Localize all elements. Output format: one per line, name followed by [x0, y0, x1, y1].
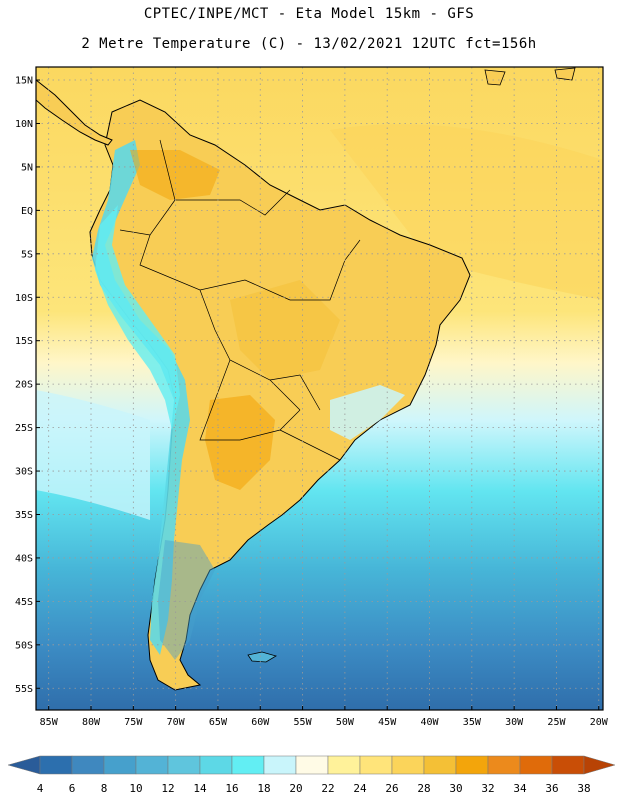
colorbar-swatch — [391, 755, 425, 775]
latitude-tick-label: 55S — [15, 684, 33, 695]
latitude-tick-label: 10N — [15, 119, 33, 130]
colorbar-value-label: 28 — [417, 782, 430, 795]
colorbar-max-arrow — [583, 755, 616, 775]
colorbar-value-label: 32 — [481, 782, 494, 795]
andes-cold-core — [95, 205, 180, 430]
southeast-coast-cool — [330, 385, 405, 440]
latitude-tick-label: 30S — [15, 467, 33, 478]
map-title-line-2: 2 Metre Temperature (C) - 13/02/2021 12U… — [81, 36, 537, 52]
country-borders — [119, 139, 361, 461]
map-frame — [35, 66, 604, 711]
longitude-tick-label: 65W — [209, 717, 228, 728]
latitude-tick-label: EQ — [21, 206, 33, 217]
colorbar-value-label: 36 — [545, 782, 558, 795]
colorbar-value-label: 14 — [193, 782, 207, 795]
falkland-islands — [247, 651, 277, 663]
map-title-line-1: CPTEC/INPE/MCT - Eta Model 15km - GFS — [143, 6, 475, 22]
central-america-landmass — [36, 79, 113, 146]
colorbar-swatch — [103, 755, 137, 775]
latitude-tick-label: 10S — [15, 293, 33, 304]
patagonia-cool-field — [158, 540, 215, 660]
longitude-tick-label: 35W — [463, 717, 482, 728]
colorbar-value-label: 6 — [69, 782, 76, 795]
temperature-field-details — [36, 67, 603, 691]
colorbar-swatch — [231, 755, 265, 775]
colorbar-value-label: 18 — [257, 782, 270, 795]
longitude-tick-label: 20W — [590, 717, 609, 728]
colorbar-swatch — [519, 755, 553, 775]
lat-lon-grid — [36, 67, 603, 710]
colorbar-value-label: 10 — [129, 782, 142, 795]
warm-chaco-orange — [205, 395, 275, 490]
colorbar-swatch — [327, 755, 361, 775]
colorbar-swatch — [551, 755, 585, 775]
colorbar-swatch — [71, 755, 105, 775]
longitude-tick-label: 50W — [336, 717, 355, 728]
colorbar-value-label: 12 — [161, 782, 174, 795]
longitude-tick-label: 45W — [378, 717, 397, 728]
colorbar-swatch — [487, 755, 521, 775]
colorbar-value-label: 30 — [449, 782, 462, 795]
latitude-tick-label: 25S — [15, 423, 33, 434]
latitude-tick-label: 5N — [21, 162, 33, 173]
longitude-tick-label: 55W — [294, 717, 313, 728]
colorbar-value-label: 22 — [321, 782, 334, 795]
colorbar-swatch — [39, 755, 73, 775]
colorbar-min-arrow — [7, 755, 41, 775]
latitude-tick-label: 50S — [15, 640, 33, 651]
latitude-tick-label: 15N — [15, 76, 33, 87]
colorbar-swatch — [359, 755, 393, 775]
colorbar-swatch — [167, 755, 201, 775]
longitude-tick-label: 85W — [40, 717, 59, 728]
longitude-tick-label: 30W — [505, 717, 524, 728]
longitude-tick-label: 75W — [124, 717, 143, 728]
longitude-tick-label: 80W — [82, 717, 101, 728]
cool-pacific-tongue — [36, 390, 150, 520]
colorbar-swatch — [423, 755, 457, 775]
latitude-tick-label: 20S — [15, 380, 33, 391]
temperature-colorbar: 4 6 8 10 12 14 16 18 20 22 24 26 28 30 32 34 36 38 — [7, 755, 616, 795]
colorbar-swatch — [455, 755, 489, 775]
caribbean-island — [484, 69, 506, 86]
colorbar-value-label: 34 — [513, 782, 527, 795]
colorbar-value-label: 38 — [577, 782, 590, 795]
longitude-tick-label: 60W — [251, 717, 270, 728]
longitude-labels: 85W 80W 75W 70W 65W 60W 55W 50W 45W 40W 35W 30W 25W 2… — [40, 706, 609, 728]
latitude-tick-label: 40S — [15, 553, 33, 564]
warm-central-brazil — [230, 280, 340, 380]
colorbar-value-label: 16 — [225, 782, 238, 795]
latitude-tick-label: 45S — [15, 597, 33, 608]
caribbean-island — [554, 67, 576, 81]
colorbar-value-label: 24 — [353, 782, 367, 795]
longitude-tick-label: 70W — [167, 717, 186, 728]
colorbar-value-label: 26 — [385, 782, 398, 795]
latitude-tick-label: 15S — [15, 336, 33, 347]
latitude-labels: 15N 10N 5N EQ 5S 10S 15S 20S 25S 30S 35S 40S 45S 50S 5… — [15, 76, 40, 695]
longitude-tick-label: 25W — [547, 717, 566, 728]
colorbar-swatch — [199, 755, 233, 775]
colorbar-value-label: 8 — [101, 782, 108, 795]
colorbar-swatch — [263, 755, 297, 775]
andes-cool-strip — [92, 140, 190, 655]
latitude-tick-label: 35S — [15, 510, 33, 521]
longitude-tick-label: 40W — [420, 717, 439, 728]
colorbar-swatch — [295, 755, 329, 775]
colorbar-value-label: 4 — [37, 782, 44, 795]
warm-interior-orange — [130, 150, 220, 200]
warm-atlantic-band — [330, 124, 603, 301]
colorbar-swatch — [135, 755, 169, 775]
colorbar-value-label: 20 — [289, 782, 302, 795]
latitude-tick-label: 5S — [21, 249, 33, 260]
